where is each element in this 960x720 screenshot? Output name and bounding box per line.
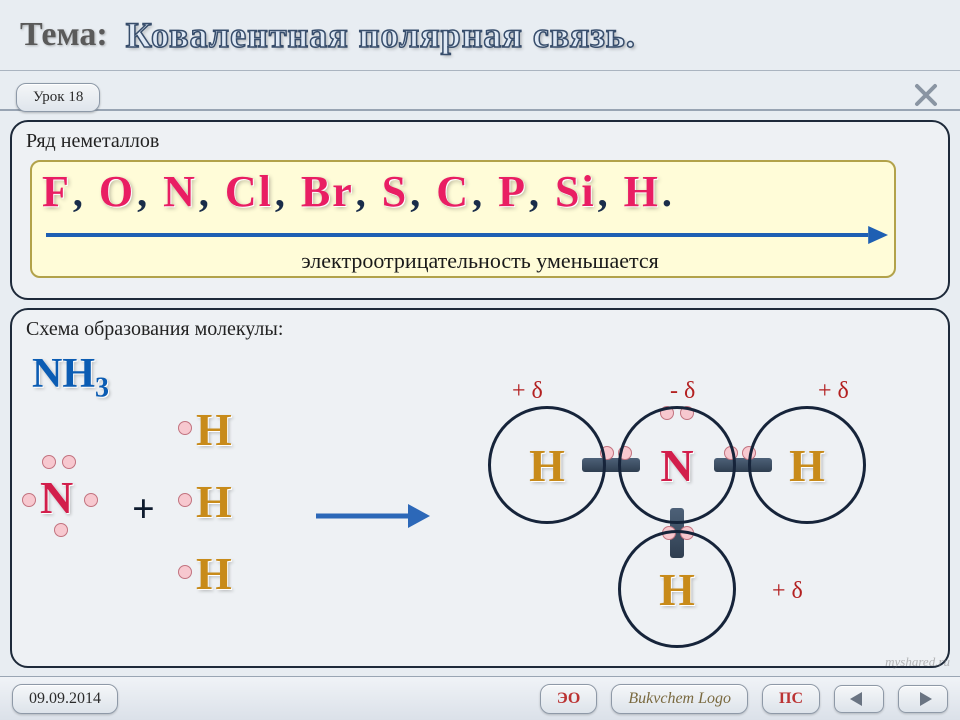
electron-dot	[178, 565, 192, 579]
plus-sign: +	[132, 485, 155, 532]
en-label: электроотрицательность уменьшается	[12, 248, 948, 274]
lesson-tab[interactable]: Урок 18	[16, 83, 100, 112]
element-F: F	[42, 167, 71, 216]
separator: ,	[199, 170, 223, 215]
product-N-center: N	[618, 406, 736, 524]
reactant-H: H	[196, 548, 232, 599]
reactants-area: N + H H H	[36, 415, 296, 625]
element-Si: Si	[555, 167, 596, 216]
separator: ,	[529, 170, 553, 215]
atom-H: H	[659, 563, 695, 616]
element-O: O	[99, 167, 135, 216]
element-S: S	[382, 167, 408, 216]
header-divider	[0, 109, 960, 111]
reactant-H: H	[196, 476, 232, 527]
tema-title: Ковалентная полярная связь.	[126, 14, 636, 56]
nh3-text: NH	[32, 351, 95, 397]
product-H-right: H	[748, 406, 866, 524]
atom-N: N	[660, 439, 693, 492]
next-button[interactable]	[898, 685, 948, 713]
reactant-N: N	[40, 472, 73, 523]
delta-plus: + δ	[818, 378, 849, 405]
electron-dot	[42, 455, 56, 469]
separator: ,	[73, 170, 97, 215]
nh3-sub: 3	[95, 372, 109, 403]
separator: ,	[598, 170, 622, 215]
element-C: C	[436, 167, 470, 216]
date-pill: 09.09.2014	[12, 684, 118, 714]
close-icon[interactable]	[910, 79, 942, 111]
eo-button[interactable]: ЭО	[540, 684, 598, 714]
electron-dot	[178, 421, 192, 435]
separator: ,	[410, 170, 434, 215]
product-H-left: H	[488, 406, 606, 524]
element-P: P	[498, 167, 527, 216]
nonmetals-panel: Ряд неметаллов F, O, N, Cl, Br, S, C, P,…	[10, 120, 950, 300]
electron-dot	[84, 493, 98, 507]
watermark: myshared.ru	[885, 654, 950, 670]
element-Cl: Cl	[225, 167, 273, 216]
nh3-formula: NH3	[32, 350, 109, 404]
atom-H: H	[529, 439, 565, 492]
atom-H: H	[789, 439, 825, 492]
period: .	[662, 170, 674, 215]
separator: ,	[275, 170, 299, 215]
electron-dot	[22, 493, 36, 507]
en-arrow	[46, 224, 888, 246]
delta-plus: + δ	[772, 578, 803, 605]
product-H-bottom: H	[618, 530, 736, 648]
tema-label: Тема:	[20, 16, 108, 54]
prev-button[interactable]	[834, 685, 884, 713]
molecule-scheme-panel: Схема образования молекулы: NH3 N + H H …	[10, 308, 950, 668]
panel2-title: Схема образования молекулы:	[26, 318, 934, 341]
panel1-title: Ряд неметаллов	[26, 130, 934, 153]
delta-plus: + δ	[512, 378, 543, 405]
separator: ,	[356, 170, 380, 215]
separator: ,	[137, 170, 161, 215]
elements-row: F, O, N, Cl, Br, S, C, P, Si, H.	[42, 166, 918, 217]
delta-minus: - δ	[670, 378, 695, 405]
electron-dot	[62, 455, 76, 469]
footer: 09.09.2014 ЭО Bukvchem Logo ПС	[0, 676, 960, 720]
element-Br: Br	[301, 167, 354, 216]
ps-button[interactable]: ПС	[762, 684, 820, 714]
product-area: + δ - δ + δ + δ H N H H	[452, 350, 932, 660]
logo-pill: Bukvchem Logo	[611, 684, 748, 714]
element-N: N	[163, 167, 197, 216]
electron-dot	[178, 493, 192, 507]
element-H: H	[624, 167, 660, 216]
electron-dot	[54, 523, 68, 537]
reactant-H: H	[196, 404, 232, 455]
reaction-arrow-icon	[312, 496, 432, 536]
separator: ,	[472, 170, 496, 215]
